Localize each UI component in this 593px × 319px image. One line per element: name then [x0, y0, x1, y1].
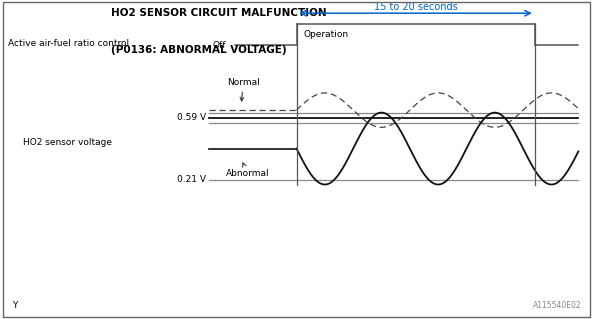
Text: 0.21 V: 0.21 V: [177, 175, 206, 184]
Text: 0.59 V: 0.59 V: [177, 114, 206, 122]
Text: HO2 SENSOR CIRCUIT MALFUNCTION: HO2 SENSOR CIRCUIT MALFUNCTION: [110, 8, 326, 18]
Text: A115540E02: A115540E02: [533, 300, 581, 309]
Text: Active air-fuel ratio control: Active air-fuel ratio control: [8, 39, 129, 48]
Text: 15 to 20 seconds: 15 to 20 seconds: [374, 2, 458, 11]
Text: Normal: Normal: [227, 78, 260, 101]
Text: Operation: Operation: [304, 30, 349, 39]
Text: Y: Y: [12, 300, 17, 309]
Text: HO2 sensor voltage: HO2 sensor voltage: [23, 138, 112, 147]
Text: Off: Off: [212, 41, 226, 50]
Text: Abnormal: Abnormal: [225, 163, 269, 178]
Text: (P0136: ABNORMAL VOLTAGE): (P0136: ABNORMAL VOLTAGE): [110, 45, 286, 56]
